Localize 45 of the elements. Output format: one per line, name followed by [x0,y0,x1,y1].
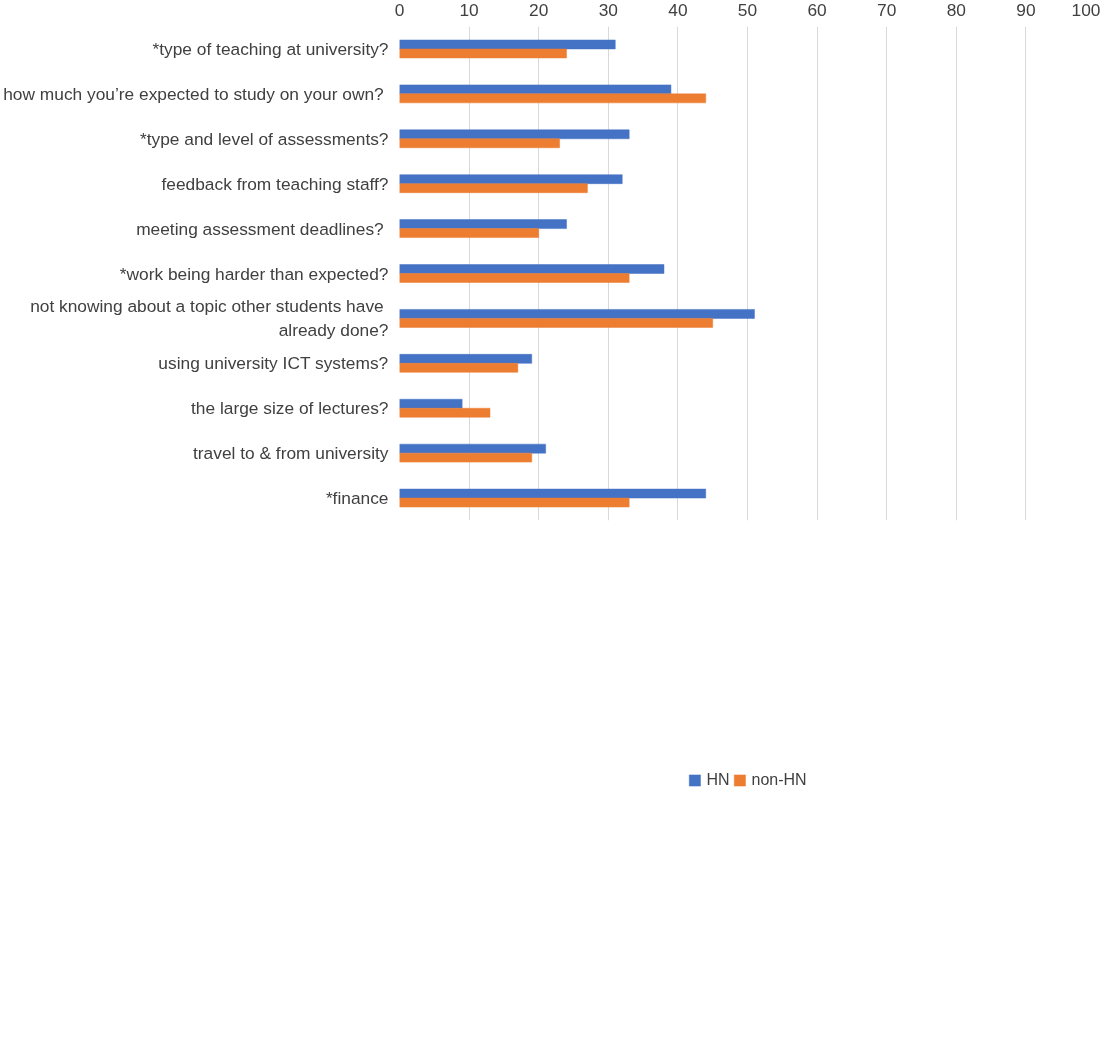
bar [399,84,672,95]
x-tick-label: 50 [737,0,758,20]
x-tick-label: 0 [394,0,405,20]
bar [399,354,532,364]
legend-label: HN [706,771,730,789]
x-tick-label: 70 [877,0,897,20]
bar [399,138,560,148]
x-tick-label: 30 [598,0,618,20]
bar [399,273,630,283]
y-tick-label: *work being harder than expected? [119,263,389,284]
x-tick-label: 90 [1016,0,1036,20]
bar [399,497,630,508]
bar [399,309,755,319]
y-tick-label: not knowing about a topic other students have already done? [30,296,389,341]
legend-label: non-HN [751,771,807,789]
bar [399,318,713,328]
x-tick-label: 40 [668,0,688,20]
bar [399,363,519,373]
y-tick-label: *type of teaching at university? [152,38,389,59]
y-tick-label: how much you’re expected to study on your own? [3,83,384,104]
bar [399,488,706,499]
bar [399,174,623,184]
y-tick-label: *finance [325,488,389,509]
y-tick-label: meeting assessment deadlines? [136,218,384,239]
bar [399,264,665,274]
y-tick-label: travel to & from university [193,443,389,464]
x-tick-label: 60 [807,0,827,20]
y-tick-label: using university ICT systems? [158,353,389,374]
x-tick-label: 10 [459,0,479,20]
bar [399,228,539,238]
bar [399,183,588,193]
bar [399,407,491,418]
bar [399,48,567,59]
x-tick-label: 100 [1071,0,1101,20]
bar [399,93,706,104]
y-tick-label: feedback from teaching staff? [161,173,389,194]
y-tick-label: the large size of lectures? [191,398,389,419]
bar [399,452,532,463]
x-tick-label: 80 [946,0,966,20]
y-tick-label: *type and level of assessments? [139,128,389,149]
bar [399,129,630,140]
bar [399,219,567,229]
bar [399,39,616,50]
bar [399,399,463,409]
x-tick-label: 20 [529,0,549,20]
